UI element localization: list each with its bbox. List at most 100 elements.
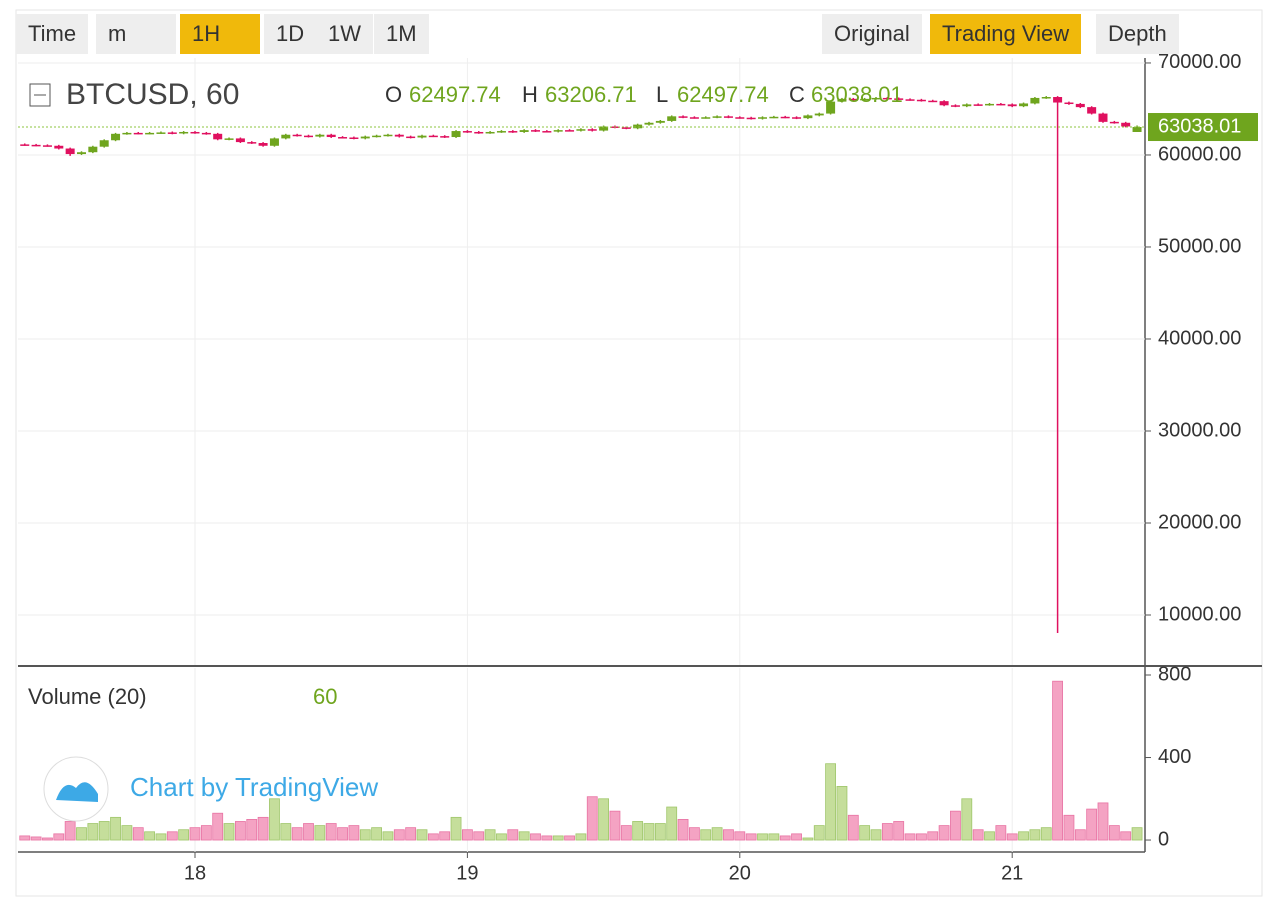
volume-bar — [870, 829, 882, 841]
candle-body — [542, 131, 552, 133]
candle-body — [735, 117, 745, 119]
candle-body — [712, 116, 722, 118]
volume-bar — [212, 812, 224, 841]
volume-bar — [802, 837, 814, 841]
candle-body — [576, 129, 586, 131]
volume-bar — [927, 831, 939, 841]
frame — [15, 9, 1263, 897]
volume-bar — [257, 816, 269, 841]
candle-body — [372, 135, 382, 138]
volume-bar — [155, 833, 167, 841]
candle-body — [962, 104, 972, 107]
toolbar-button[interactable]: 1M — [374, 14, 429, 54]
y-tick-label: 30000.00 — [1158, 419, 1241, 441]
volume-bar — [916, 833, 927, 841]
candle-body — [326, 134, 336, 138]
candle-body — [145, 132, 155, 135]
candle-body — [689, 117, 699, 119]
volume-bar — [337, 827, 348, 841]
candle-body — [394, 134, 404, 137]
candle-body — [780, 116, 790, 119]
volume-bar — [303, 823, 314, 841]
toolbar-button[interactable]: Depth — [1096, 14, 1179, 54]
y2-tick-label: 800 — [1158, 663, 1191, 685]
volume-bar — [484, 829, 496, 841]
candle-body — [769, 116, 779, 119]
toolbar-button[interactable]: Time — [16, 14, 89, 54]
volume-bar — [666, 806, 678, 841]
candle-body — [1019, 103, 1029, 107]
candle-body — [848, 98, 858, 101]
volume-bar — [961, 798, 973, 841]
volume-bar — [938, 825, 950, 841]
volume-bar — [234, 821, 246, 841]
volume-bar — [42, 837, 53, 841]
symbol-title: BTCUSD, 60 — [66, 78, 239, 111]
candle-body — [1075, 103, 1085, 108]
volume-bar — [76, 827, 87, 841]
candle-body — [20, 144, 30, 146]
candle-body — [837, 98, 847, 102]
volume-bar — [450, 816, 462, 841]
volume-bar — [723, 829, 734, 841]
volume-bar — [859, 825, 871, 841]
candle-body — [1053, 97, 1063, 103]
candle-body — [42, 145, 52, 147]
candle-body — [667, 116, 677, 121]
volume-bar — [779, 835, 791, 841]
candle-body — [508, 131, 518, 133]
candle-body — [269, 138, 279, 146]
toolbar-button[interactable]: m — [96, 14, 176, 54]
candle-body — [156, 132, 166, 134]
candle-body — [701, 117, 711, 119]
branding[interactable]: Chart by TradingView — [130, 772, 378, 802]
candle-body — [99, 140, 109, 147]
volume-bar — [904, 833, 916, 841]
y-tick-label: 50000.00 — [1158, 235, 1241, 257]
volume-bar — [654, 823, 666, 841]
x-tick-label: 18 — [184, 862, 206, 884]
volume-bar — [598, 798, 609, 841]
volume-bar — [700, 829, 712, 841]
toolbar-button[interactable]: Trading View — [930, 14, 1082, 54]
toolbar-button[interactable]: 1W — [316, 14, 373, 54]
legend-label: C — [789, 82, 805, 107]
candle-body — [928, 100, 938, 103]
volume-bar — [552, 835, 564, 841]
volume-bar — [416, 829, 428, 841]
volume-bar — [881, 823, 893, 841]
volume-bar — [427, 833, 439, 841]
candle-body — [224, 138, 234, 140]
candle-body — [65, 148, 75, 155]
volume-bar — [473, 831, 485, 841]
volume-bar — [1040, 827, 1052, 841]
volume-bar — [393, 829, 405, 841]
candle-body — [1064, 102, 1074, 105]
candle-body — [292, 134, 302, 137]
candle-body — [451, 131, 461, 138]
toolbar-button[interactable]: 1D — [264, 14, 317, 54]
collapse-icon[interactable] — [29, 83, 51, 107]
candle-body — [213, 133, 223, 140]
volume-bar — [847, 814, 859, 841]
candle-body — [247, 142, 257, 144]
y2-tick-label: 0 — [1158, 828, 1169, 850]
volume-bar — [325, 823, 337, 841]
volume-bar — [382, 831, 394, 841]
volume-bar — [1086, 808, 1098, 841]
candle-body — [1007, 104, 1017, 107]
candle-body — [519, 130, 529, 132]
toolbar-button[interactable]: Original — [822, 14, 922, 54]
candle-body — [133, 132, 143, 135]
candle-body — [621, 127, 631, 129]
toolbar-button[interactable]: 1H — [180, 14, 260, 54]
volume-bar — [791, 833, 802, 841]
legend-value: 62497.74 — [409, 82, 501, 107]
candle-body — [201, 132, 211, 135]
candle-body — [905, 99, 915, 101]
volume-bar — [223, 823, 235, 841]
candle-body — [1098, 113, 1108, 122]
candle-body — [190, 131, 200, 134]
candle-body — [474, 131, 484, 134]
candle-body — [678, 116, 688, 118]
